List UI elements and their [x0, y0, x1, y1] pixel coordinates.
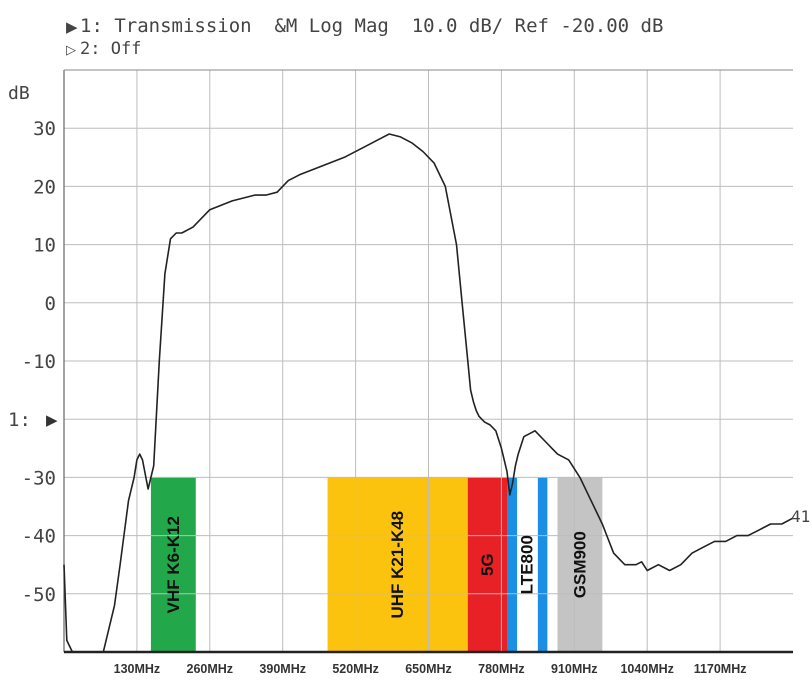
band-labels: VHF K6-K12 UHF K21-K48 5G LTE800 GSM900: [164, 511, 590, 619]
x-tick-label-3: 520MHz: [332, 662, 379, 676]
band-label-1: UHF K21-K48: [388, 511, 407, 619]
band-edge-0: [507, 477, 518, 652]
band-label-3: LTE800: [518, 535, 537, 594]
reference-marker: ▶: [46, 411, 58, 429]
band-1: [327, 477, 468, 652]
y-tick-label-2: 10: [33, 235, 56, 257]
transmission-trace: [63, 133, 794, 653]
header-line1: 1: Transmission &M Log Mag 10.0 dB/ Ref …: [80, 15, 663, 37]
y-tick-label-5: 1:: [8, 409, 31, 431]
y-tick-labels: 30 20 10 0 -10 1: ▶ -30 -40 -50: [8, 118, 58, 606]
y-tick-label-3: 0: [45, 293, 56, 315]
trace-end-label: 41: [791, 507, 810, 526]
band-label-0: VHF K6-K12: [164, 516, 183, 613]
x-tick-label-7: 1040MHz: [620, 662, 674, 676]
plot-frame: [63, 69, 793, 654]
header-line1-marker: ▶: [66, 18, 78, 36]
frequency-bands: [150, 477, 603, 652]
x-tick-label-0: 130MHz: [114, 662, 161, 676]
x-tick-label-1: 260MHz: [187, 662, 234, 676]
y-tick-label-0: 30: [33, 118, 56, 140]
x-tick-labels: 130MHz 260MHz 390MHz 520MHz 650MHz 780MHz 910M…: [114, 662, 747, 676]
band-label-2: 5G: [478, 553, 497, 576]
x-tick-label-4: 650MHz: [405, 662, 452, 676]
x-tick-label-8: 1170MHz: [694, 662, 747, 676]
band-4: [557, 477, 603, 652]
x-tick-label-6: 910MHz: [551, 662, 598, 676]
grid: [64, 70, 793, 652]
y-tick-label-1: 20: [33, 176, 56, 198]
y-tick-label-4: -10: [22, 351, 56, 373]
y-tick-label-6: -30: [22, 467, 56, 489]
band-label-4: GSM900: [570, 531, 589, 598]
band-2: [467, 477, 508, 652]
y-tick-label-7: -40: [22, 526, 56, 548]
transmission-trace-group: 41: [63, 133, 810, 653]
y-tick-label-8: -50: [22, 584, 56, 606]
band-edge-1: [537, 477, 548, 652]
band-0: [150, 477, 196, 652]
y-axis-label: dB: [8, 83, 30, 104]
header-line2: 2: Off: [80, 39, 141, 59]
header-line2-marker: ▷: [66, 43, 76, 58]
x-tick-label-2: 390MHz: [259, 662, 306, 676]
x-tick-label-5: 780MHz: [478, 662, 525, 676]
